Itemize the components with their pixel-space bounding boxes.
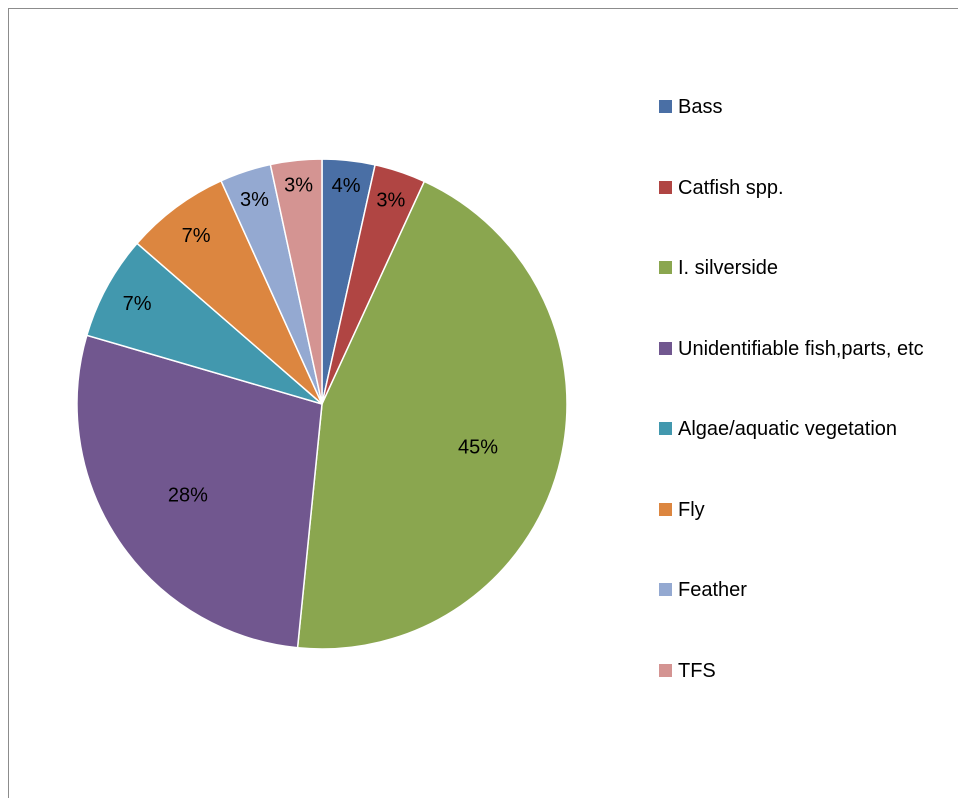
data-label: 45% (458, 436, 498, 458)
legend-label: Catfish spp. (678, 176, 784, 199)
legend-item: TFS (659, 658, 958, 686)
legend-swatch (659, 502, 672, 516)
legend-swatch (659, 583, 672, 596)
legend-label: Fly (678, 498, 705, 521)
pie-slice-i-silverside (296, 180, 568, 650)
legend-item: Catfish spp. (659, 175, 958, 203)
pie-slice-unidentifiable-fish-parts-etc (76, 334, 323, 649)
data-label: 4% (332, 175, 361, 197)
pie-slice-tfs (269, 158, 323, 405)
legend-item: I. silverside (659, 255, 958, 283)
legend-label: TFS (678, 659, 716, 682)
data-label: 3% (376, 190, 405, 212)
data-label: 7% (123, 293, 152, 315)
legend-swatch (659, 663, 672, 677)
legend-item: Bass (659, 94, 958, 122)
legend-item: Feather (659, 577, 958, 605)
legend-label: Algae/aquatic vegetation (678, 418, 898, 440)
legend-item: Fly (659, 497, 958, 525)
legend-label: Bass (678, 96, 723, 118)
legend-label: Unidentifiable fish,parts, etc (678, 337, 924, 360)
legend-swatch (659, 261, 672, 274)
legend-label: Feather (678, 579, 747, 601)
pie-slice-fly (135, 179, 323, 405)
legend-swatch (659, 100, 672, 113)
data-label: 28% (168, 484, 208, 506)
data-label: 3% (240, 189, 269, 211)
pie-slice-algae-aquatic-vegetation (85, 242, 323, 405)
legend-swatch (659, 180, 672, 194)
legend-swatch (659, 341, 672, 355)
legend-item: Unidentifiable fish,parts, etc (659, 336, 958, 364)
data-label: 3% (284, 175, 313, 197)
chart-area: 4% 3% 45% 28% 7% 7% 3% 3% Bass Catfish spp. I. si… (8, 8, 958, 798)
legend-swatch (659, 422, 672, 435)
data-label: 7% (182, 225, 211, 247)
legend-label: I. silverside (678, 257, 779, 279)
legend-item: Algae/aquatic vegetation (659, 416, 958, 444)
pie-chart: 4% 3% 45% 28% 7% 7% 3% 3% (76, 158, 568, 650)
